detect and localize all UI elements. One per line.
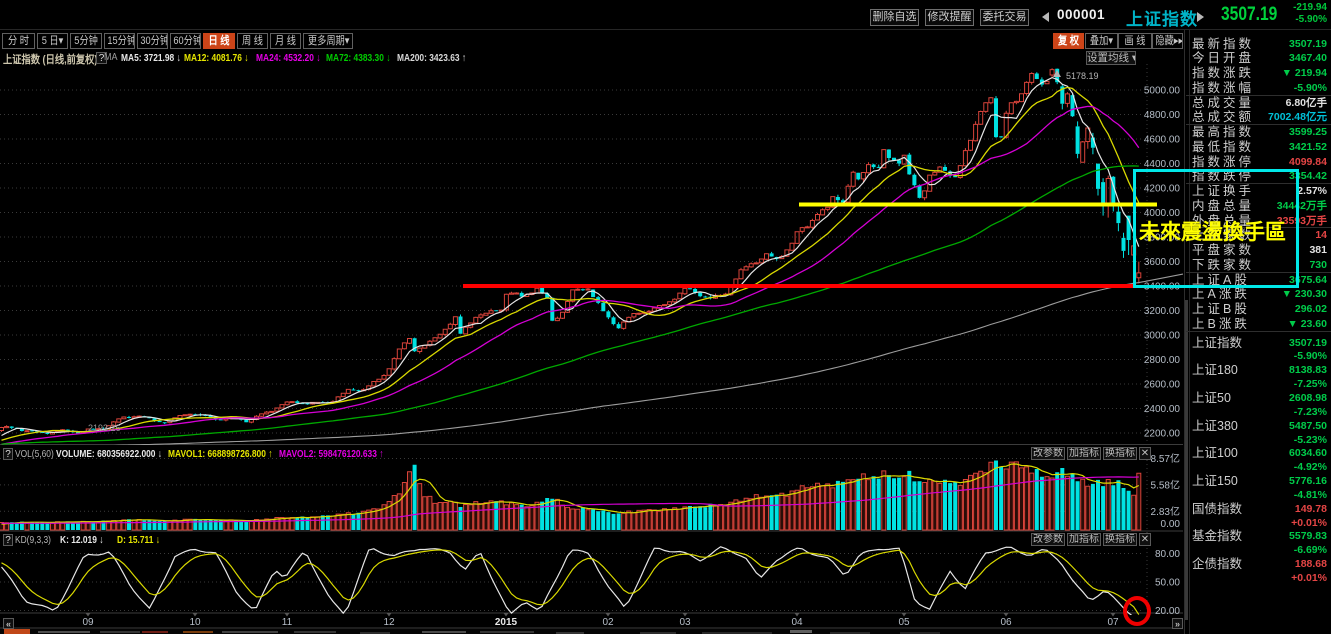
svg-text:3200.00: 3200.00 [1144, 306, 1181, 317]
svg-text:3800.00: 3800.00 [1144, 233, 1181, 244]
svg-text:02: 02 [602, 617, 614, 628]
svg-text:2600.00: 2600.00 [1144, 380, 1181, 391]
svg-text:20.00: 20.00 [1155, 606, 1180, 617]
svg-text:50.00: 50.00 [1155, 578, 1180, 589]
svg-text:80.00: 80.00 [1155, 549, 1180, 560]
svg-text:09: 09 [82, 617, 94, 628]
svg-text:04: 04 [791, 617, 803, 628]
svg-text:06: 06 [1000, 617, 1012, 628]
svg-text:2800.00: 2800.00 [1144, 355, 1181, 366]
svg-text:11: 11 [282, 617, 293, 628]
svg-text:4200.00: 4200.00 [1144, 184, 1181, 195]
svg-text:5.58亿: 5.58亿 [1151, 478, 1180, 491]
svg-text:05: 05 [898, 617, 910, 628]
svg-text:0.00: 0.00 [1161, 519, 1181, 530]
svg-text:5000.00: 5000.00 [1144, 86, 1181, 97]
svg-text:4000.00: 4000.00 [1144, 208, 1181, 219]
svg-text:2200.00: 2200.00 [1144, 429, 1181, 440]
svg-text:2015: 2015 [495, 617, 518, 628]
svg-text:4600.00: 4600.00 [1144, 135, 1181, 146]
svg-text:10: 10 [189, 617, 201, 628]
svg-text:4800.00: 4800.00 [1144, 110, 1181, 121]
svg-text:07: 07 [1107, 617, 1119, 628]
svg-text:2400.00: 2400.00 [1144, 404, 1181, 415]
svg-text:12: 12 [383, 617, 395, 628]
svg-text:3600.00: 3600.00 [1144, 257, 1181, 268]
svg-text:2.83亿: 2.83亿 [1151, 505, 1180, 518]
svg-text:5178.19: 5178.19 [1066, 71, 1099, 81]
svg-text:8.57亿: 8.57亿 [1151, 452, 1180, 465]
svg-text:2193.26: 2193.26 [88, 423, 121, 433]
svg-text:4400.00: 4400.00 [1144, 159, 1181, 170]
svg-text:3000.00: 3000.00 [1144, 331, 1181, 342]
svg-text:03: 03 [679, 617, 691, 628]
